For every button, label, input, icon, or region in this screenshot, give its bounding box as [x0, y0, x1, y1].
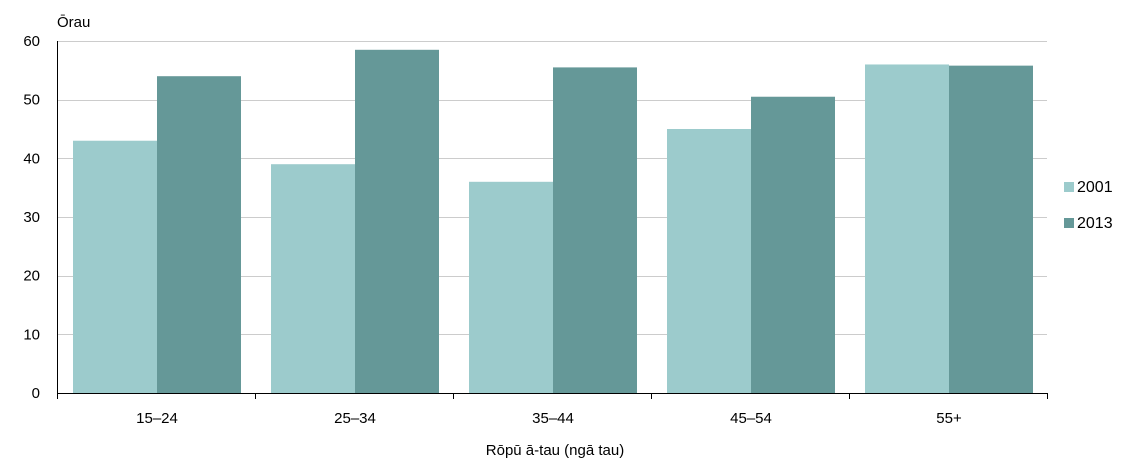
- bar-2013-25–34: [355, 49, 439, 394]
- bar-2013-55+: [949, 65, 1033, 393]
- x-tick-label: 55+: [936, 410, 962, 427]
- x-axis-title: Rōpū ā-tau (ngā tau): [486, 442, 624, 459]
- bar-2013-35–44: [553, 67, 637, 394]
- bar-2001-55+: [865, 64, 949, 393]
- y-tick-label: 10: [23, 326, 40, 343]
- legend-label-2001: 2001: [1077, 179, 1113, 196]
- x-tick-label: 45–54: [730, 410, 772, 427]
- y-tick-label: 50: [23, 92, 40, 109]
- bar-2001-35–44: [469, 181, 553, 393]
- legend: 2001 2013: [1064, 179, 1113, 232]
- bar-2001-15–24: [73, 140, 157, 393]
- y-axis-title: Ōrau: [57, 14, 90, 31]
- y-tick-label: 40: [23, 150, 40, 167]
- legend-swatch-2001: [1064, 182, 1074, 192]
- legend-swatch-2013: [1064, 218, 1074, 228]
- bars: [73, 49, 1033, 394]
- bar-2001-25–34: [271, 164, 355, 393]
- x-tick-label: 15–24: [136, 410, 178, 427]
- y-tick-labels: 0 10 20 30 40 50 60: [23, 33, 40, 402]
- y-tick-label: 20: [23, 268, 40, 285]
- bar-2013-15–24: [157, 76, 241, 393]
- x-tick-label: 35–44: [532, 410, 574, 427]
- legend-label-2013: 2013: [1077, 215, 1113, 232]
- y-tick-label: 0: [32, 385, 40, 402]
- axes: [57, 41, 1048, 399]
- bar-2013-45–54: [751, 96, 835, 393]
- y-tick-label: 60: [23, 33, 40, 50]
- x-tick-label: 25–34: [334, 410, 376, 427]
- bar-2001-45–54: [667, 129, 751, 393]
- y-tick-label: 30: [23, 209, 40, 226]
- x-tick-labels: 15–24 25–34 35–44 45–54 55+: [136, 410, 962, 427]
